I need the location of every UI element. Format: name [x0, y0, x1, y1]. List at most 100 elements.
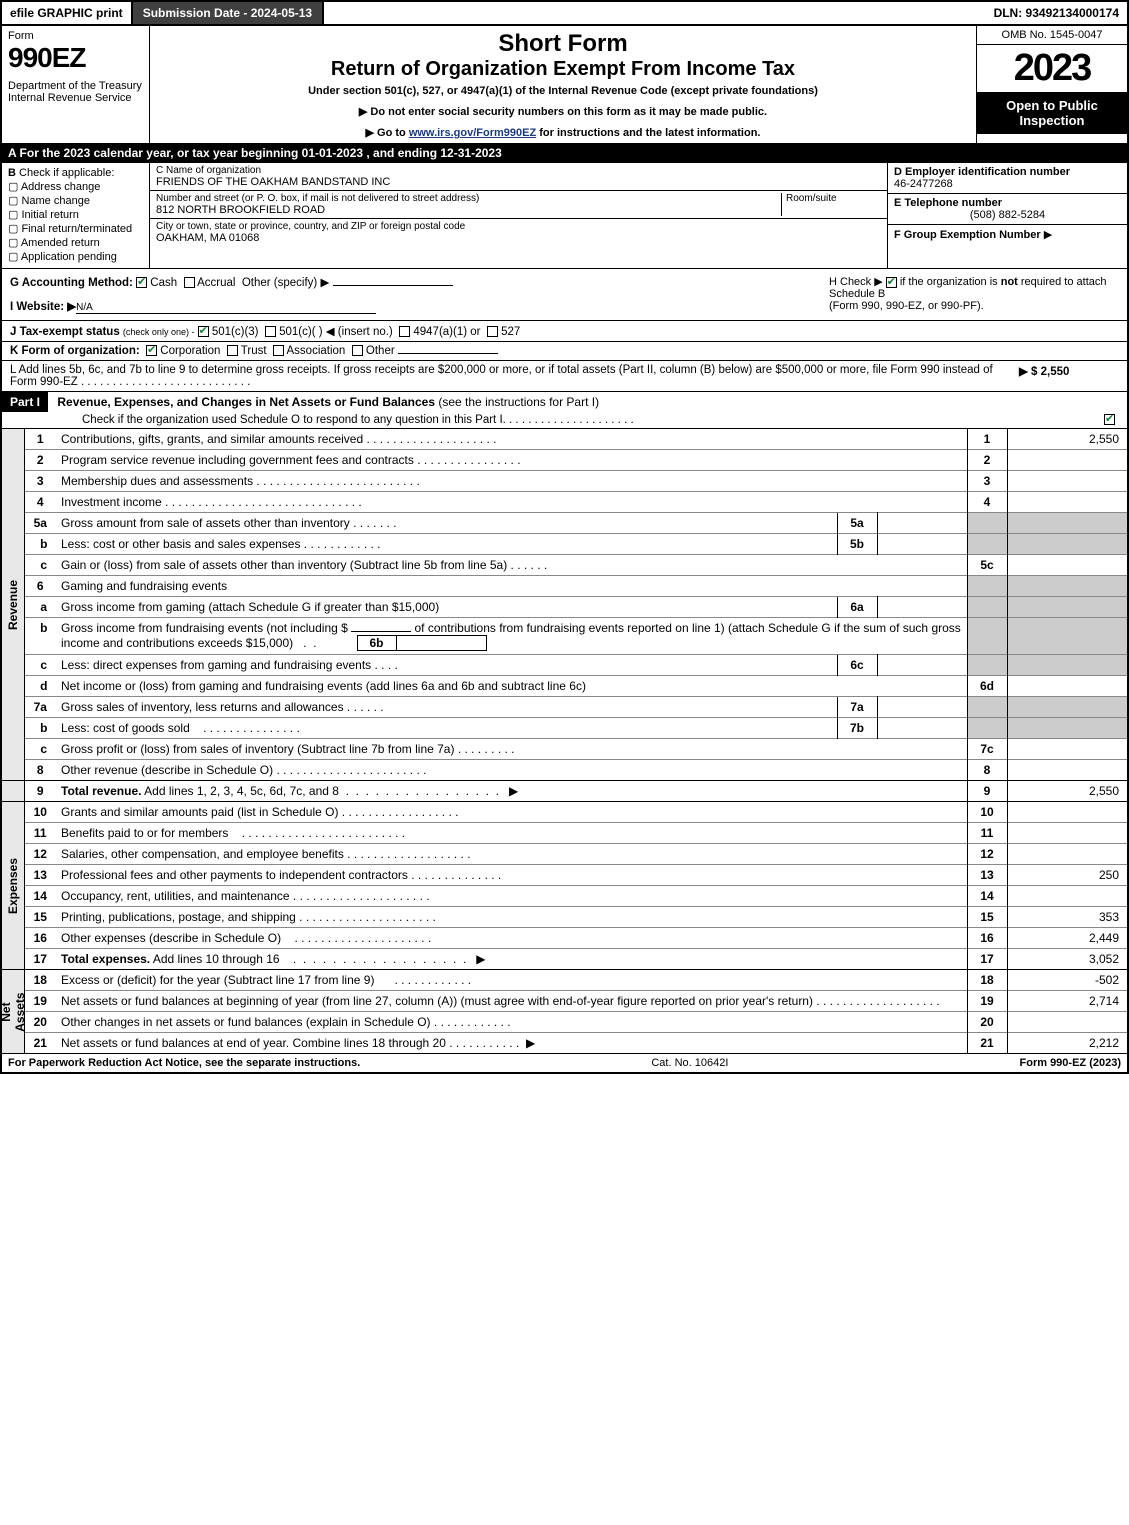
row-20: 20 Other changes in net assets or fund b… [2, 1012, 1127, 1033]
revenue-side-label: Revenue [2, 429, 24, 781]
row-6a: a Gross income from gaming (attach Sched… [2, 597, 1127, 618]
row-g-h: G Accounting Method: Cash Accrual Other … [2, 269, 1127, 320]
line-g: G Accounting Method: Cash Accrual Other … [10, 275, 819, 289]
val-9: 2,550 [1007, 781, 1127, 802]
row-8: 8 Other revenue (describe in Schedule O)… [2, 760, 1127, 781]
line-i: I Website: ▶N/A [10, 299, 819, 314]
row-10: Expenses 10 Grants and similar amounts p… [2, 802, 1127, 823]
chk-cash[interactable] [136, 277, 147, 288]
return-subtitle: Under section 501(c), 527, or 4947(a)(1)… [158, 85, 968, 97]
row-6d: d Net income or (loss) from gaming and f… [2, 676, 1127, 697]
chk-501c[interactable] [265, 326, 276, 337]
phone-row: E Telephone number (508) 882-5284 [888, 194, 1127, 225]
org-name-row: C Name of organization FRIENDS OF THE OA… [150, 163, 887, 191]
dln-label: DLN: 93492134000174 [986, 2, 1127, 24]
chk-schedule-b-not-required[interactable] [886, 277, 897, 288]
form-number: 990EZ [8, 42, 143, 74]
gross-receipts: ▶ $ 2,550 [1019, 364, 1119, 388]
row-11: 11 Benefits paid to or for members . . .… [2, 823, 1127, 844]
website-value: N/A [76, 302, 376, 314]
row-15: 15 Printing, publications, postage, and … [2, 907, 1127, 928]
row-6c: c Less: direct expenses from gaming and … [2, 655, 1127, 676]
efile-print-label[interactable]: efile GRAPHIC print [2, 2, 133, 24]
line-k: K Form of organization: Corporation Trus… [2, 341, 1127, 360]
org-name: FRIENDS OF THE OAKHAM BANDSTAND INC [156, 176, 390, 188]
line-h: H Check ▶ if the organization is not req… [819, 275, 1119, 314]
form-header: Form 990EZ Department of the Treasury In… [2, 24, 1127, 143]
netassets-side-label: Net Assets [2, 970, 24, 1054]
chk-other-org[interactable] [352, 345, 363, 356]
other-method-input[interactable] [333, 285, 453, 286]
row-14: 14 Occupancy, rent, utilities, and maint… [2, 886, 1127, 907]
part-i-table: Revenue 1 Contributions, gifts, grants, … [2, 428, 1127, 1053]
return-title: Return of Organization Exempt From Incom… [158, 58, 968, 81]
row-5b: b Less: cost or other basis and sales ex… [2, 534, 1127, 555]
ein-row: D Employer identification number 46-2477… [888, 163, 1127, 194]
chk-corporation[interactable] [146, 345, 157, 356]
phone-value: (508) 882-5284 [894, 209, 1121, 221]
chk-name-change[interactable]: Name change [8, 194, 143, 207]
group-exemption-row: F Group Exemption Number ▶ [888, 225, 1127, 244]
city-state-zip: OAKHAM, MA 01068 [156, 232, 465, 244]
chk-trust[interactable] [227, 345, 238, 356]
section-entity-info: B Check if applicable: Address change Na… [2, 163, 1127, 269]
chk-initial-return[interactable]: Initial return [8, 208, 143, 221]
val-15: 353 [1007, 907, 1127, 928]
ein-value: 46-2477268 [894, 178, 1121, 190]
chk-final-return[interactable]: Final return/terminated [8, 222, 143, 235]
row-3: 3 Membership dues and assessments . . . … [2, 471, 1127, 492]
chk-4947a1[interactable] [399, 326, 410, 337]
top-bar: efile GRAPHIC print Submission Date - 20… [2, 2, 1127, 24]
col-def: D Employer identification number 46-2477… [887, 163, 1127, 268]
val-16: 2,449 [1007, 928, 1127, 949]
row-5a: 5a Gross amount from sale of assets othe… [2, 513, 1127, 534]
chk-amended-return[interactable]: Amended return [8, 236, 143, 249]
dept-label: Department of the Treasury Internal Reve… [8, 80, 143, 104]
street-row: Number and street (or P. O. box, if mail… [150, 191, 887, 219]
city-row: City or town, state or province, country… [150, 219, 887, 246]
row-13: 13 Professional fees and other payments … [2, 865, 1127, 886]
part-i-header: Part I Revenue, Expenses, and Changes in… [2, 391, 1127, 428]
val-17: 3,052 [1007, 949, 1127, 970]
submission-date-badge: Submission Date - 2024-05-13 [133, 2, 324, 24]
line-j: J Tax-exempt status (check only one) - 5… [2, 320, 1127, 341]
row-6: 6 Gaming and fundraising events [2, 576, 1127, 597]
row-7a: 7a Gross sales of inventory, less return… [2, 697, 1127, 718]
col-c-org-info: C Name of organization FRIENDS OF THE OA… [150, 163, 887, 268]
short-form-title: Short Form [158, 30, 968, 58]
chk-schedule-o-used[interactable] [1104, 414, 1115, 425]
chk-527[interactable] [487, 326, 498, 337]
tax-year: 2023 [977, 45, 1127, 92]
val-18: -502 [1007, 970, 1127, 991]
chk-501c3[interactable] [198, 326, 209, 337]
page-footer: For Paperwork Reduction Act Notice, see … [2, 1053, 1127, 1072]
header-right: OMB No. 1545-0047 2023 Open to Public In… [977, 26, 1127, 143]
val-21: 2,212 [1007, 1033, 1127, 1054]
instruction-2: ▶ Go to www.irs.gov/Form990EZ for instru… [158, 126, 968, 139]
footer-catno: Cat. No. 10642I [360, 1057, 1019, 1069]
row-7b: b Less: cost of goods sold . . . . . . .… [2, 718, 1127, 739]
row-5c: c Gain or (loss) from sale of assets oth… [2, 555, 1127, 576]
irs-link[interactable]: www.irs.gov/Form990EZ [409, 127, 536, 139]
chk-association[interactable] [273, 345, 284, 356]
open-to-public-badge: Open to Public Inspection [977, 92, 1127, 134]
row-9: 9 Total revenue. Add lines 1, 2, 3, 4, 5… [2, 781, 1127, 802]
instruction-1: ▶ Do not enter social security numbers o… [158, 105, 968, 118]
col-b-checkboxes: B Check if applicable: Address change Na… [2, 163, 150, 268]
row-1: Revenue 1 Contributions, gifts, grants, … [2, 429, 1127, 450]
chk-address-change[interactable]: Address change [8, 180, 143, 193]
header-left: Form 990EZ Department of the Treasury In… [2, 26, 150, 143]
val-19: 2,714 [1007, 991, 1127, 1012]
chk-application-pending[interactable]: Application pending [8, 250, 143, 263]
chk-accrual[interactable] [184, 277, 195, 288]
row-7c: c Gross profit or (loss) from sales of i… [2, 739, 1127, 760]
footer-left: For Paperwork Reduction Act Notice, see … [8, 1057, 360, 1069]
footer-right: Form 990-EZ (2023) [1020, 1057, 1122, 1069]
val-13: 250 [1007, 865, 1127, 886]
street-address: 812 NORTH BROOKFIELD ROAD [156, 204, 781, 216]
omb-number: OMB No. 1545-0047 [977, 26, 1127, 45]
header-middle: Short Form Return of Organization Exempt… [150, 26, 977, 143]
expenses-side-label: Expenses [2, 802, 24, 970]
row-16: 16 Other expenses (describe in Schedule … [2, 928, 1127, 949]
row-12: 12 Salaries, other compensation, and emp… [2, 844, 1127, 865]
